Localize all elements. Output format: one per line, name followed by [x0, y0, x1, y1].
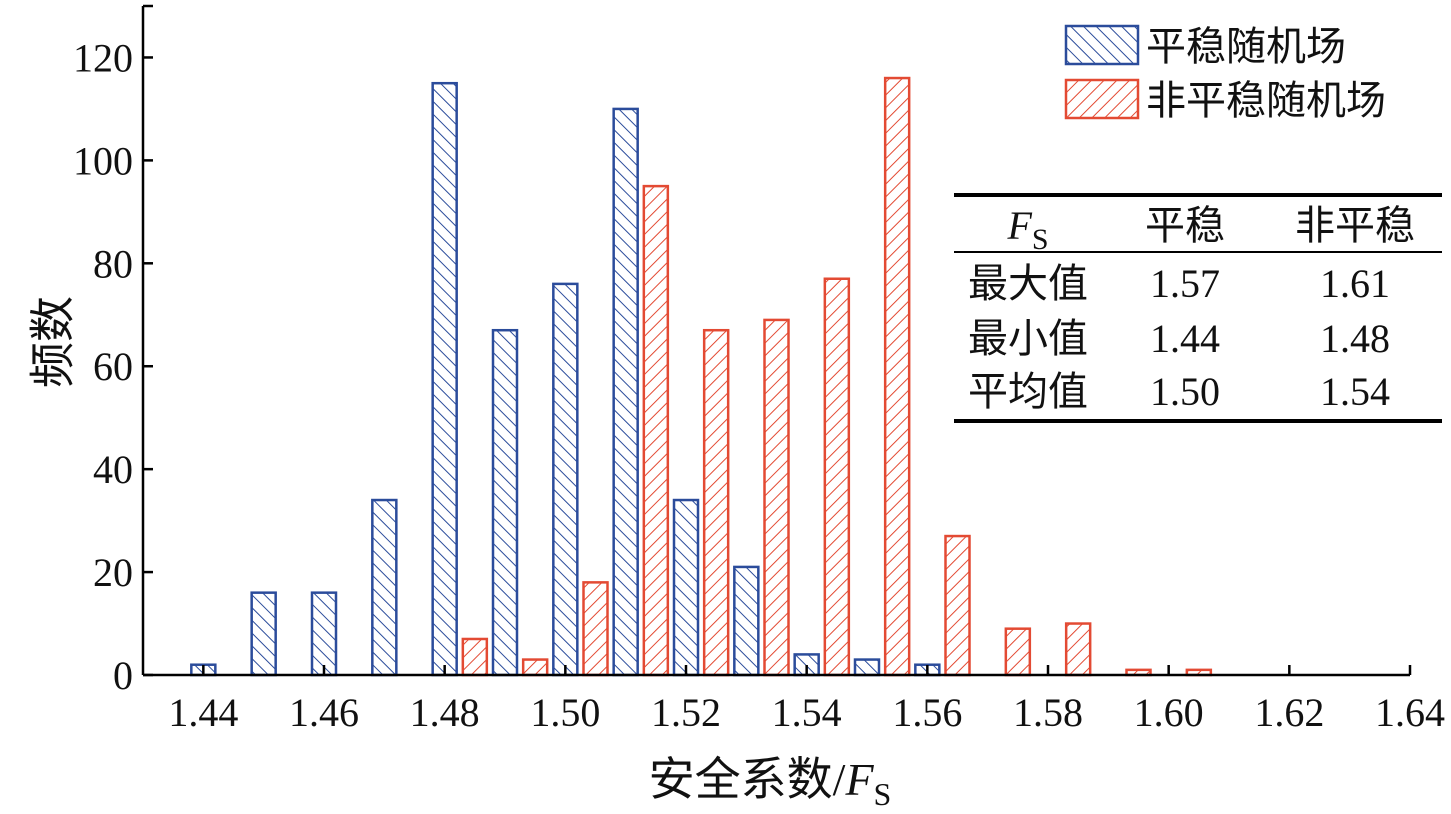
- bar-series1-1.49: [491, 328, 519, 677]
- bar-series1-1.45: [250, 591, 277, 677]
- legend-label-nonstationary: 非平稳随机场: [1146, 78, 1386, 123]
- legend: 平稳随机场 非平稳随机场: [1064, 24, 1386, 123]
- x-tick-label-1.62: 1.62: [1254, 690, 1324, 735]
- bar-series2-1.48: [461, 637, 489, 677]
- bar-series2-1.52: [702, 328, 730, 677]
- bars-group: [190, 76, 1213, 677]
- bar-series1-1.51: [612, 107, 639, 677]
- table-header-fs: FS: [1006, 203, 1048, 256]
- x-axis-title-text: 安全系数/: [649, 754, 846, 805]
- x-tick-label-1.46: 1.46: [289, 690, 359, 735]
- table-header-nonstationary: 非平稳: [1295, 203, 1415, 248]
- statistics-table: FS 平稳 非平稳 最大值 1.57 1.61 最小值 1.44 1.48 平均…: [954, 193, 1442, 423]
- legend-swatch-stationary: [1064, 24, 1140, 66]
- y-tick-label-100: 100: [73, 138, 133, 183]
- bar-series2-1.55: [883, 76, 911, 677]
- x-axis-title-subscript: S: [874, 776, 892, 812]
- table-row-max-nonstationary: 1.61: [1320, 261, 1390, 306]
- x-tick-label-1.48: 1.48: [410, 690, 480, 735]
- y-tick-label-40: 40: [93, 447, 133, 492]
- table-row-max-stationary: 1.57: [1150, 261, 1220, 306]
- y-axis-title: 频数: [28, 296, 79, 388]
- table-header-fs-subscript: S: [1032, 223, 1049, 256]
- bar-series1-1.46: [310, 591, 338, 677]
- x-tick-label-1.54: 1.54: [772, 690, 842, 735]
- x-tick-label-1.52: 1.52: [651, 690, 721, 735]
- axes-group: 1.44 1.46 1.48 1.50 1.52 1.54 1.56 1.58 1.60 1.62…: [73, 4, 1445, 735]
- bar-series2-1.56: [944, 534, 971, 677]
- y-tick-label-120: 120: [73, 35, 133, 80]
- bar-series1-1.52: [672, 498, 700, 677]
- table-row-min-stationary: 1.44: [1150, 316, 1220, 361]
- x-tick-label-1.60: 1.60: [1134, 690, 1204, 735]
- bar-series2-1.49: [521, 658, 549, 677]
- y-tick-label-60: 60: [93, 344, 133, 389]
- y-tick-label-20: 20: [93, 550, 133, 595]
- x-axis-title-symbol: F: [844, 754, 874, 805]
- y-tick-label-0: 0: [113, 653, 133, 698]
- x-axis-title: 安全系数/FS: [649, 754, 892, 812]
- bar-series1-1.55: [853, 658, 881, 677]
- bar-series2-1.54: [823, 277, 851, 677]
- bar-series1-1.48: [431, 81, 458, 677]
- table-row-min-nonstationary: 1.48: [1320, 316, 1390, 361]
- bar-series2-1.50: [582, 581, 609, 677]
- table-row-mean-stationary: 1.50: [1150, 369, 1220, 414]
- bar-series1-1.53: [733, 565, 760, 677]
- table-header-fs-symbol: F: [1006, 203, 1032, 248]
- x-tick-label-1.64: 1.64: [1375, 690, 1445, 735]
- x-tick-label-1.58: 1.58: [1013, 690, 1083, 735]
- bar-series2-1.57: [1004, 627, 1032, 677]
- x-tick-label-1.44: 1.44: [168, 690, 238, 735]
- y-tick-label-80: 80: [93, 241, 133, 286]
- bar-series1-1.47: [371, 498, 398, 677]
- table-header-stationary: 平稳: [1145, 203, 1225, 248]
- table-row-mean-label: 平均值: [968, 369, 1088, 414]
- bar-series2-1.53: [763, 318, 790, 677]
- table-row-max-label: 最大值: [968, 261, 1088, 306]
- bar-series2-1.51: [642, 184, 670, 677]
- bar-series1-1.50: [552, 282, 579, 677]
- table-row-min-label: 最小值: [968, 316, 1088, 361]
- table-background: [954, 193, 1442, 422]
- x-tick-label-1.50: 1.50: [530, 690, 600, 735]
- legend-swatch-nonstationary: [1064, 78, 1140, 120]
- x-tick-label-1.56: 1.56: [892, 690, 962, 735]
- table-row-mean-nonstationary: 1.54: [1320, 369, 1390, 414]
- bar-series2-1.58: [1064, 622, 1092, 677]
- legend-label-stationary: 平稳随机场: [1146, 24, 1346, 69]
